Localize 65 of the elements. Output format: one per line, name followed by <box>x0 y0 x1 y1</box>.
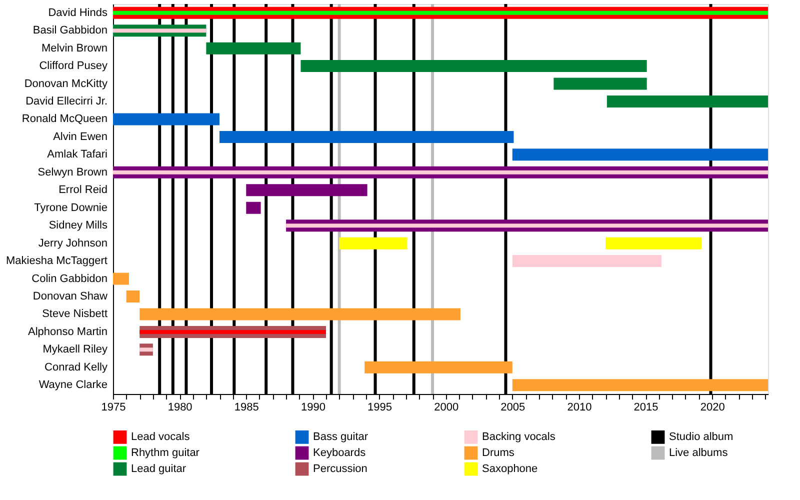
legend-label: Lead vocals <box>131 431 190 444</box>
y-tick-label: Tyrone Downie <box>34 202 108 214</box>
legend-label: Keyboards <box>313 447 366 459</box>
y-tick-label: Ronald McQueen <box>22 113 108 126</box>
y-tick-label: Melvin Brown <box>41 42 108 54</box>
bar <box>286 224 768 228</box>
legend-label: Studio album <box>669 431 734 444</box>
bar <box>126 290 140 302</box>
bar <box>206 42 301 54</box>
bar <box>140 348 153 352</box>
y-tick-label: Jerry Johnson <box>38 237 108 250</box>
y-tick-label: Mykaell Riley <box>42 344 108 356</box>
y-tick-label: Clifford Pusey <box>39 60 108 72</box>
legend-label: Percussion <box>313 463 368 475</box>
y-tick-label: Colin Gabbidon <box>32 272 108 285</box>
bar <box>364 361 512 374</box>
bar <box>512 148 768 161</box>
x-tick-label: 1995 <box>368 402 392 414</box>
x-tick-label: 1990 <box>300 402 326 414</box>
bar <box>140 308 460 320</box>
bar <box>220 130 514 143</box>
legend-label: Drums <box>482 447 515 459</box>
legend-label: Backing vocals <box>482 431 556 444</box>
y-tick-label: David Hinds <box>48 6 108 19</box>
bar <box>140 330 326 334</box>
y-tick-label: Donovan Shaw <box>32 290 108 302</box>
y-tick-label: David Ellecirri Jr. <box>26 96 108 108</box>
legend-label: Rhythm guitar <box>131 447 200 459</box>
y-tick-label: Makiesha McTaggert <box>6 255 108 268</box>
y-tick-label: Sidney Mills <box>48 220 108 232</box>
y-tick-label: Amlak Tafari <box>47 148 108 161</box>
y-tick-label: Alvin Ewen <box>53 130 108 143</box>
bar <box>113 170 768 174</box>
bar <box>606 237 702 250</box>
x-tick-label: 2005 <box>500 402 526 414</box>
bar <box>113 272 129 285</box>
bar <box>113 28 206 33</box>
legend-label: Lead guitar <box>131 463 186 475</box>
y-tick-label: Basil Gabbidon <box>32 24 108 37</box>
legend-label: Bass guitar <box>313 431 368 444</box>
y-tick-label: Donovan McKitty <box>24 78 108 90</box>
y-tick-label: Conrad Kelly <box>44 361 108 374</box>
x-tick-label: 2015 <box>634 402 658 414</box>
x-tick-label: 2000 <box>434 402 459 414</box>
x-tick-label: 1985 <box>234 402 259 414</box>
y-tick-label: Errol Reid <box>58 184 108 196</box>
y-tick-label: Selwyn Brown <box>38 166 108 178</box>
x-tick-label: 1980 <box>168 402 192 414</box>
y-tick-label: Wayne Clarke <box>38 379 108 392</box>
x-tick-label: 1975 <box>101 402 126 414</box>
y-tick-label: Alphonso Martin <box>28 326 108 338</box>
x-tick-label: 2010 <box>567 402 592 414</box>
bar <box>113 113 220 126</box>
legend-label: Saxophone <box>482 463 538 475</box>
bar <box>300 60 647 72</box>
bar <box>512 379 768 392</box>
x-tick-label: 2020 <box>700 402 725 414</box>
bar <box>246 202 261 214</box>
y-tick-label: Steve Nisbett <box>42 308 108 320</box>
bar <box>554 78 647 90</box>
bar <box>339 237 408 250</box>
bar <box>113 10 768 15</box>
bar <box>246 184 368 196</box>
bar <box>606 96 768 108</box>
legend-label: Live albums <box>669 447 728 459</box>
